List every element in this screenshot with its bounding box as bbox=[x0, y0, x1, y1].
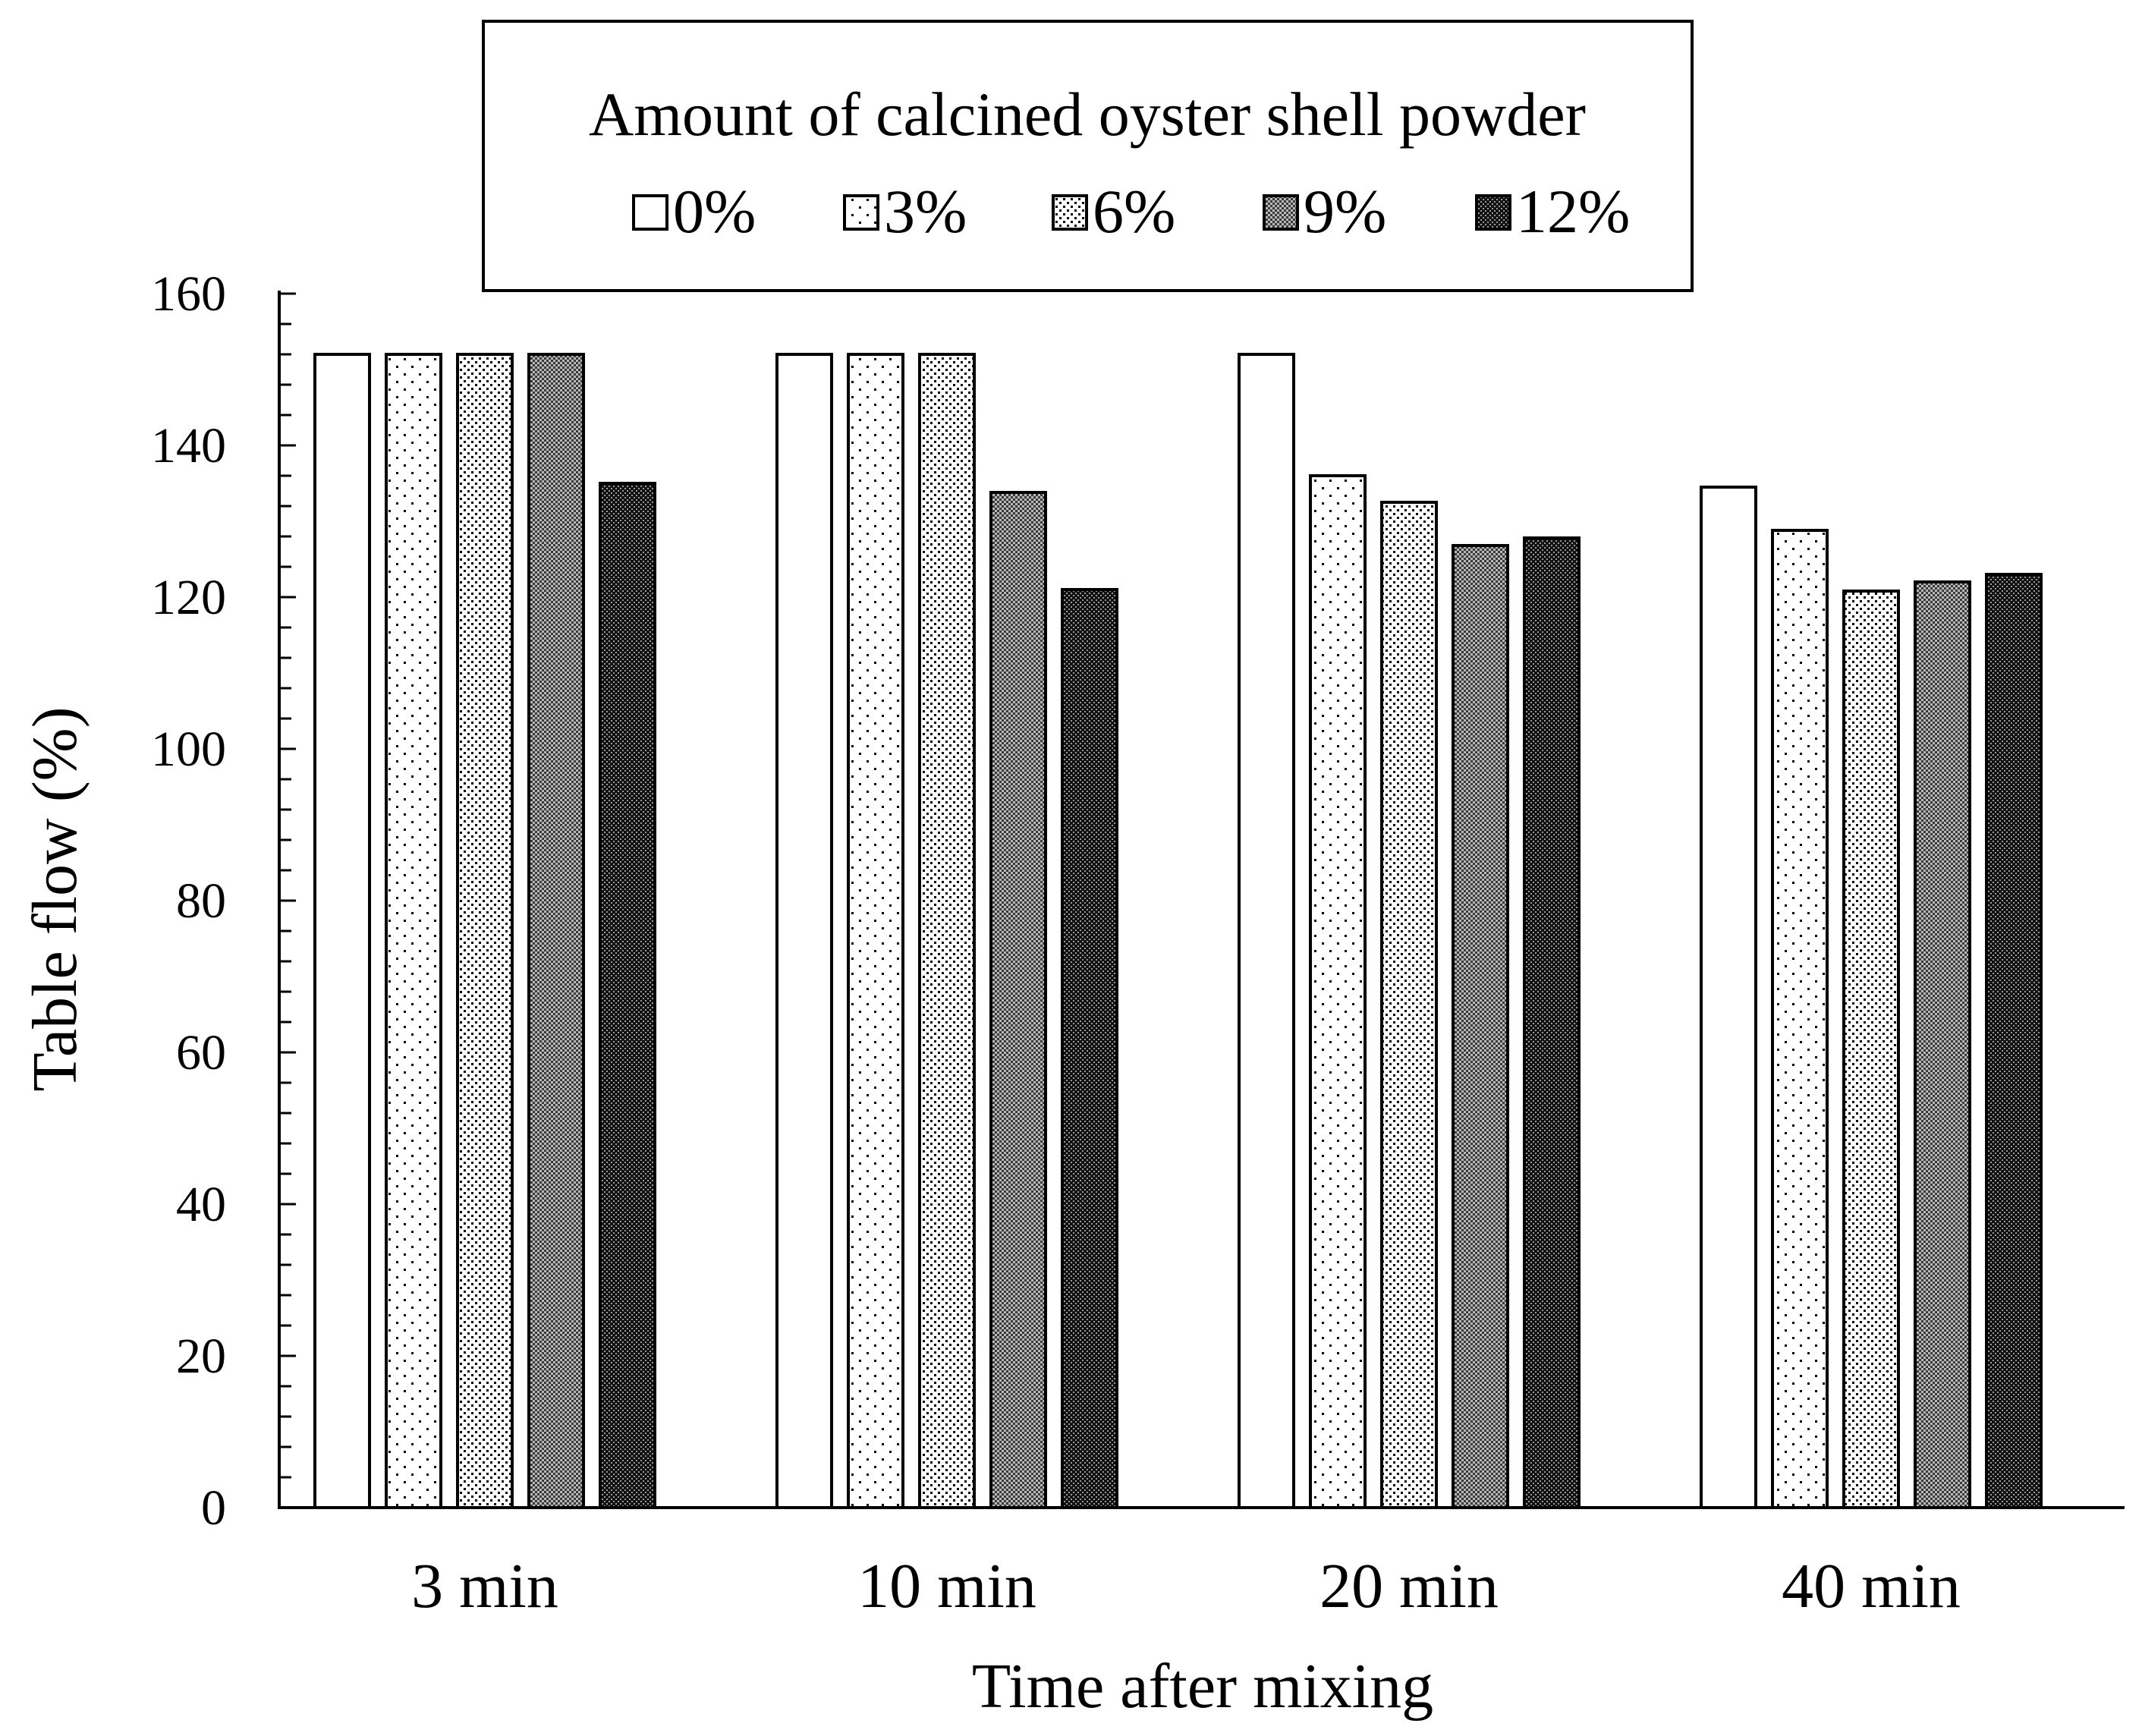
legend-swatch bbox=[843, 194, 879, 231]
legend-swatch bbox=[1052, 194, 1088, 231]
bar-3pct-20-min bbox=[1309, 474, 1367, 1509]
bar-0pct-3-min bbox=[313, 353, 371, 1509]
legend-label: 3% bbox=[884, 177, 967, 246]
x-tick-label: 40 min bbox=[1782, 1551, 1961, 1621]
y-axis-title: Table flow (%) bbox=[20, 706, 90, 1091]
bar-3pct-3-min bbox=[385, 353, 442, 1509]
legend-items: 0% 3% 6% 9% 12% bbox=[632, 177, 1630, 246]
bar-6pct-20-min bbox=[1380, 501, 1438, 1509]
bar-12pct-3-min bbox=[599, 482, 656, 1509]
y-tick-label: 160 bbox=[151, 266, 226, 322]
y-tick-label: 20 bbox=[176, 1329, 226, 1384]
bar-3pct-10-min bbox=[847, 353, 904, 1509]
legend-swatch bbox=[1263, 194, 1299, 231]
legend-box bbox=[482, 20, 1694, 292]
bar-6pct-40-min bbox=[1842, 590, 1900, 1509]
bar-9pct-10-min bbox=[989, 491, 1047, 1509]
y-tick-label: 40 bbox=[176, 1177, 226, 1232]
bar-12pct-40-min bbox=[1985, 573, 2043, 1509]
legend-label: 6% bbox=[1093, 177, 1175, 246]
y-tick-label: 140 bbox=[151, 418, 226, 473]
y-tick-label: 80 bbox=[176, 873, 226, 929]
legend-swatch bbox=[632, 194, 668, 231]
legend-label: 12% bbox=[1516, 177, 1630, 246]
bar-0pct-40-min bbox=[1700, 486, 1757, 1509]
bar-0pct-10-min bbox=[775, 353, 833, 1509]
legend-title: Amount of calcined oyster shell powder bbox=[589, 80, 1586, 149]
y-tick-label: 0 bbox=[201, 1480, 226, 1536]
legend-label: 9% bbox=[1304, 177, 1386, 246]
bar-12pct-20-min bbox=[1523, 536, 1581, 1509]
y-tick-label: 60 bbox=[176, 1025, 226, 1080]
x-tick-labels: 3 min 10 min 20 min 40 min bbox=[411, 1551, 1961, 1621]
legend-label: 0% bbox=[673, 177, 756, 246]
bars bbox=[313, 353, 2043, 1509]
legend: Amount of calcined oyster shell powder 0… bbox=[482, 20, 1694, 292]
bar-0pct-20-min bbox=[1238, 353, 1295, 1509]
bar-3pct-40-min bbox=[1771, 529, 1829, 1509]
bar-6pct-10-min bbox=[918, 353, 976, 1509]
bar-6pct-3-min bbox=[456, 353, 514, 1509]
x-tick-label: 10 min bbox=[857, 1551, 1036, 1621]
y-tick-label: 120 bbox=[151, 570, 226, 625]
bar-9pct-20-min bbox=[1452, 544, 1509, 1509]
bar-12pct-10-min bbox=[1061, 588, 1118, 1509]
bar-9pct-40-min bbox=[1914, 580, 1971, 1509]
x-tick-label: 20 min bbox=[1319, 1551, 1499, 1621]
x-tick-label: 3 min bbox=[411, 1551, 558, 1621]
y-tick-label: 100 bbox=[151, 722, 226, 777]
x-axis-title: Time after mixing bbox=[972, 1651, 1433, 1722]
bar-9pct-3-min bbox=[527, 353, 585, 1509]
legend-swatch bbox=[1475, 194, 1511, 231]
y-ticks: 0 20 40 60 80 100 120 140 160 bbox=[151, 266, 296, 1536]
